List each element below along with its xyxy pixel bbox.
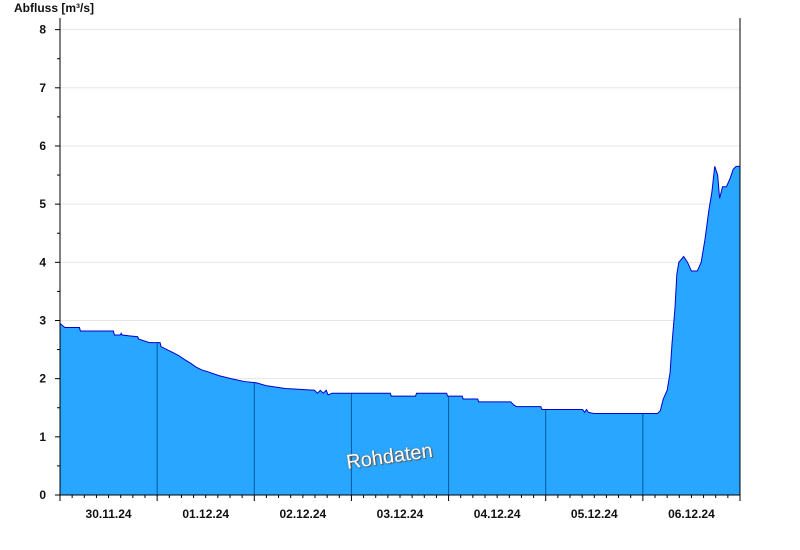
day-separator-lines bbox=[156, 342, 644, 495]
y-tick-label: 2 bbox=[39, 372, 46, 386]
y-tick-label: 8 bbox=[39, 23, 46, 37]
x-tick-label: 05.12.24 bbox=[571, 507, 618, 521]
y-tick-label: 1 bbox=[39, 430, 46, 444]
x-tick-label: 06.12.24 bbox=[668, 507, 715, 521]
y-tick-label: 4 bbox=[39, 255, 46, 269]
y-tick-label: 5 bbox=[39, 197, 46, 211]
y-tick-label: 0 bbox=[39, 488, 46, 502]
x-ticks: 30.11.24 01.12.24 02.12.24 03.12.24 04.12.24… bbox=[59, 495, 741, 521]
y-ticks: 0 1 2 3 4 5 6 7 8 bbox=[39, 23, 60, 502]
x-tick-label: 02.12.24 bbox=[279, 507, 326, 521]
y-tick-label: 3 bbox=[39, 313, 46, 327]
y-axis-label: Abfluss [m³/s] bbox=[14, 1, 95, 15]
x-tick-label: 04.12.24 bbox=[474, 507, 521, 521]
y-tick-label: 6 bbox=[39, 139, 46, 153]
x-tick-label: 30.11.24 bbox=[86, 507, 132, 521]
x-tick-label: 01.12.24 bbox=[182, 507, 229, 521]
discharge-area bbox=[60, 166, 740, 495]
x-tick-label: 03.12.24 bbox=[377, 507, 424, 521]
y-tick-label: 7 bbox=[39, 81, 46, 95]
discharge-line bbox=[59, 165, 740, 415]
